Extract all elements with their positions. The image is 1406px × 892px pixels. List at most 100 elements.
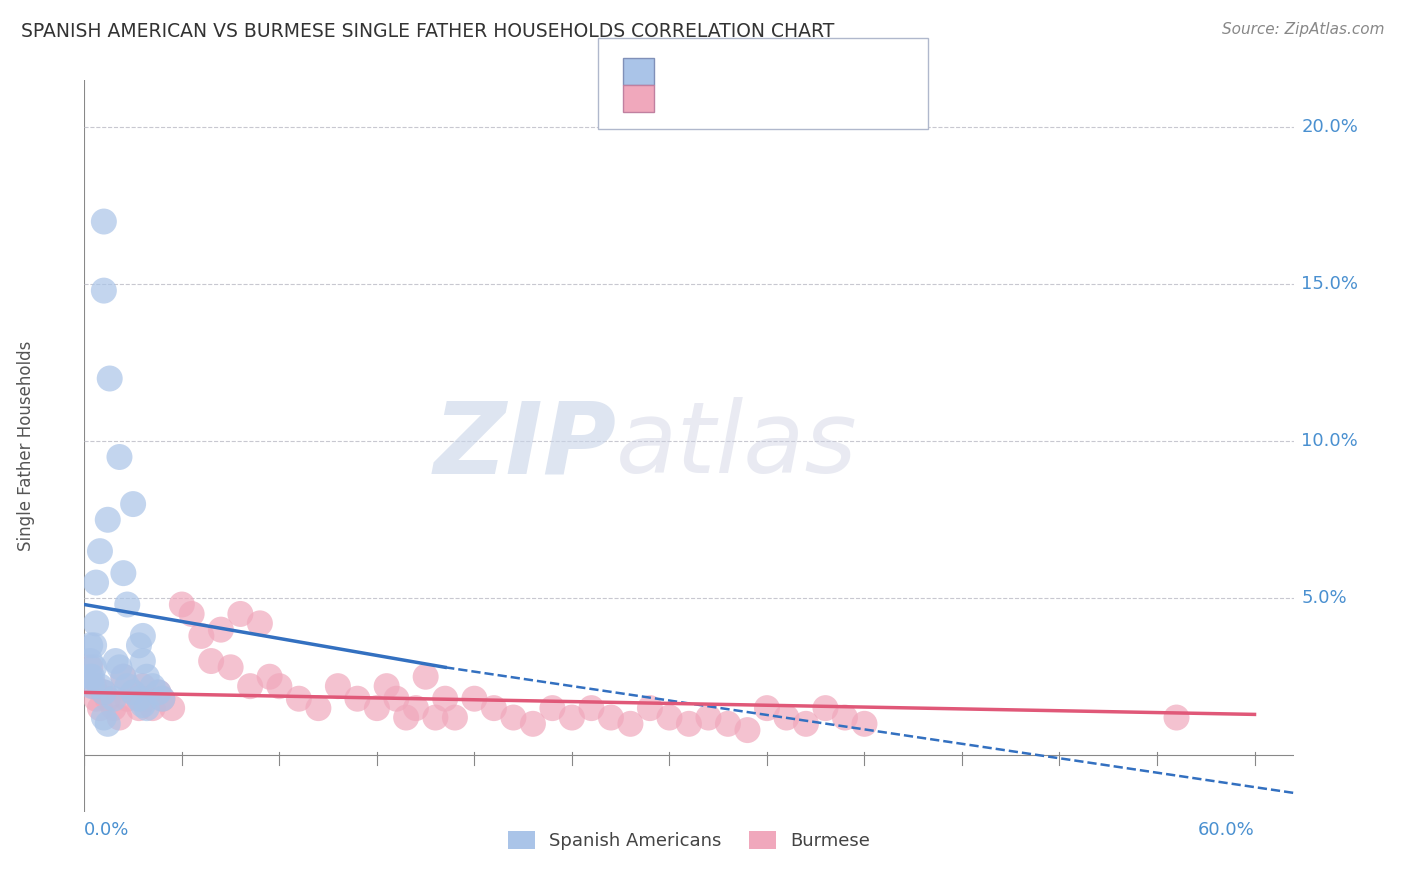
Text: 65: 65 [794, 88, 821, 108]
Point [288, 691, 311, 706]
Point [170, 598, 193, 612]
Point [89, 679, 111, 693]
Point [180, 607, 202, 621]
Point [444, 710, 467, 724]
Point [93, 685, 115, 699]
Point [84, 575, 107, 590]
Text: 0.0%: 0.0% [84, 822, 129, 839]
Point [307, 701, 329, 715]
Text: 5.0%: 5.0% [1302, 590, 1347, 607]
Point [1166, 710, 1188, 724]
Point [108, 450, 131, 464]
Point [405, 701, 427, 715]
Point [79, 654, 101, 668]
Text: 60.0%: 60.0% [1198, 822, 1254, 839]
Point [425, 710, 447, 724]
Point [93, 214, 115, 228]
Point [794, 716, 817, 731]
Point [83, 660, 105, 674]
Point [619, 716, 641, 731]
Text: 38: 38 [794, 62, 821, 81]
Point [834, 710, 856, 724]
Point [269, 679, 291, 693]
Point [395, 710, 418, 724]
Point [84, 616, 107, 631]
Point [150, 691, 173, 706]
Point [190, 629, 212, 643]
Point [108, 710, 131, 724]
Text: N =: N = [763, 62, 807, 81]
Text: -0.068: -0.068 [693, 62, 762, 81]
Point [541, 701, 564, 715]
Point [98, 371, 121, 385]
Point [117, 679, 139, 693]
Point [209, 623, 232, 637]
Point [117, 598, 139, 612]
Text: 10.0%: 10.0% [1302, 433, 1358, 450]
Point [122, 685, 145, 699]
Point [219, 660, 242, 674]
Point [83, 638, 105, 652]
Point [122, 497, 145, 511]
Point [122, 685, 145, 699]
Point [463, 691, 485, 706]
Point [128, 638, 150, 652]
Point [148, 685, 170, 699]
Point [638, 701, 661, 715]
Point [132, 629, 155, 643]
Point [259, 670, 281, 684]
Point [415, 670, 437, 684]
Point [502, 710, 524, 724]
Text: -0.097: -0.097 [693, 88, 762, 108]
Text: SPANISH AMERICAN VS BURMESE SINGLE FATHER HOUSEHOLDS CORRELATION CHART: SPANISH AMERICAN VS BURMESE SINGLE FATHE… [21, 22, 835, 41]
Point [97, 716, 120, 731]
Point [200, 654, 222, 668]
Point [79, 670, 101, 684]
Point [581, 701, 603, 715]
Point [658, 710, 681, 724]
Point [160, 701, 183, 715]
Point [83, 679, 105, 693]
Point [112, 670, 135, 684]
Point [375, 679, 398, 693]
Point [135, 701, 157, 715]
Point [755, 701, 778, 715]
Point [128, 691, 150, 706]
Point [112, 670, 135, 684]
Point [93, 710, 115, 724]
Point [717, 716, 740, 731]
Point [600, 710, 623, 724]
Point [239, 679, 262, 693]
Point [132, 698, 155, 712]
Point [561, 710, 583, 724]
Point [135, 670, 157, 684]
Point [142, 679, 165, 693]
Point [678, 716, 700, 731]
Point [366, 701, 388, 715]
Text: N =: N = [763, 88, 807, 108]
Point [97, 513, 120, 527]
Point [128, 701, 150, 715]
Point [135, 691, 157, 706]
Point [326, 679, 349, 693]
Point [775, 710, 797, 724]
Point [89, 701, 111, 715]
Text: 20.0%: 20.0% [1302, 119, 1358, 136]
Point [82, 679, 104, 693]
Point [434, 691, 457, 706]
Point [853, 716, 876, 731]
Legend: Spanish Americans, Burmese: Spanish Americans, Burmese [501, 823, 877, 857]
Point [103, 691, 125, 706]
Point [117, 691, 139, 706]
Point [79, 660, 101, 674]
Point [737, 723, 759, 737]
Point [522, 716, 544, 731]
Text: R =: R = [665, 62, 707, 81]
Text: Source: ZipAtlas.com: Source: ZipAtlas.com [1222, 22, 1385, 37]
Point [103, 701, 125, 715]
Point [142, 701, 165, 715]
Point [97, 691, 120, 706]
Point [93, 685, 115, 699]
Text: 15.0%: 15.0% [1302, 276, 1358, 293]
Point [132, 679, 155, 693]
